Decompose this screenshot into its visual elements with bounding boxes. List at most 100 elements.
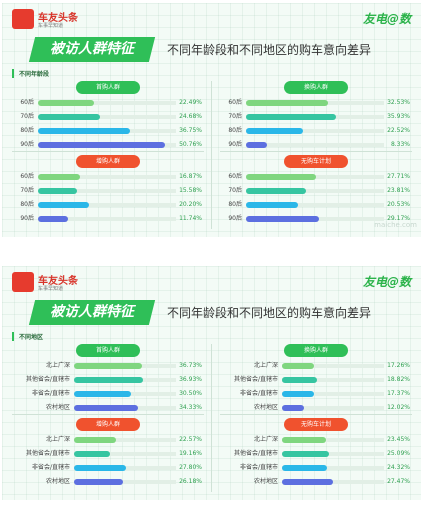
tick-label: 90后 — [228, 215, 242, 222]
chart-title: 无购车计划 — [284, 418, 348, 431]
subtitle: 不同年龄段和不同地区的购车意向差异 — [167, 43, 372, 57]
bar — [38, 202, 89, 208]
bar-row: 非省会/直辖市 24.32% — [220, 462, 412, 474]
chart-panel: 换购人群 60后 32.53% 70后 35.93% 80后 22.52% 90后 8.33% — [220, 81, 412, 153]
data-label: 22.52% — [387, 127, 410, 134]
bar-track — [282, 378, 384, 382]
bar — [74, 391, 131, 397]
tick-label: 60后 — [20, 99, 34, 106]
bar-row: 60后 27.71% — [220, 171, 412, 183]
bar-track — [38, 217, 176, 221]
tick-label: 非省会/直辖市 — [239, 390, 278, 397]
panel-divider-horizontal — [12, 414, 204, 415]
tick-label: 80后 — [228, 127, 242, 134]
bar-track — [38, 175, 176, 179]
data-label: 36.75% — [179, 127, 202, 134]
bar — [246, 100, 328, 106]
bar-row: 90后 11.74% — [12, 213, 204, 225]
slide-age: 车友头条 车事早知道 友电@数 被访人群特征 不同年龄段和不同地区的购车意向差异… — [2, 3, 421, 237]
tick-label: 70后 — [20, 113, 34, 120]
tick-label: 北上广深 — [253, 436, 278, 443]
bar-row: 北上广深 17.26% — [220, 360, 412, 372]
data-label: 20.20% — [179, 201, 202, 208]
bar — [38, 216, 68, 222]
chart-panel: 增购人群 60后 16.87% 70后 15.58% 80后 20.20% 90后 11.74% — [12, 155, 204, 227]
bar-row: 90后 50.76% — [12, 139, 204, 151]
tick-label: 非省会/直辖市 — [31, 464, 70, 471]
tick-label: 其他省会/直辖市 — [25, 376, 70, 383]
tick-label: 90后 — [228, 141, 242, 148]
bar — [38, 174, 81, 180]
data-label: 17.26% — [387, 362, 410, 369]
brand-sub: 车事早知道 — [38, 286, 64, 292]
bar — [38, 128, 131, 134]
brand-name: 车友头条 — [38, 276, 78, 287]
data-label: 24.32% — [387, 464, 410, 471]
bar-row: 70后 23.81% — [220, 185, 412, 197]
bar-row: 70后 35.93% — [220, 111, 412, 123]
data-label: 27.80% — [179, 464, 202, 471]
tick-label: 非省会/直辖市 — [31, 390, 70, 397]
chart-title: 换购人群 — [284, 344, 348, 357]
banner-title: 被访人群特征 — [50, 41, 134, 57]
bar-track — [282, 406, 384, 410]
tick-label: 80后 — [20, 127, 34, 134]
brand-logo — [12, 272, 34, 292]
data-label: 18.82% — [387, 376, 410, 383]
data-label: 23.81% — [387, 187, 410, 194]
bar-row: 非省会/直辖市 17.37% — [220, 388, 412, 400]
bar-track — [282, 364, 384, 368]
bar-row: 90后 29.17% — [220, 213, 412, 225]
data-label: 20.53% — [387, 201, 410, 208]
tick-label: 80后 — [20, 201, 34, 208]
bar — [74, 363, 143, 369]
bar-row: 60后 32.53% — [220, 97, 412, 109]
data-label: 23.45% — [387, 436, 410, 443]
bar-row: 农村地区 12.02% — [220, 402, 412, 414]
tick-label: 农村地区 — [253, 478, 278, 485]
bar-row: 80后 20.20% — [12, 199, 204, 211]
data-label: 17.37% — [387, 390, 410, 397]
bar — [246, 216, 320, 222]
tick-label: 其他省会/直辖市 — [233, 376, 278, 383]
bar — [74, 479, 123, 485]
data-label: 15.58% — [179, 187, 202, 194]
data-label: 24.68% — [179, 113, 202, 120]
bar-track — [282, 392, 384, 396]
bar-row: 其他省会/直辖市 25.09% — [220, 448, 412, 460]
chart-title: 增购人群 — [76, 418, 140, 431]
bar — [74, 405, 138, 411]
chart-panel: 无购车计划 60后 27.71% 70后 23.81% 80后 20.53% 90后 29.17… — [220, 155, 412, 227]
bar — [282, 479, 333, 485]
panel-divider-vertical — [211, 344, 212, 492]
bar — [246, 142, 267, 148]
bar-row: 农村地区 27.47% — [220, 476, 412, 488]
bar-track — [74, 438, 176, 442]
tick-label: 非省会/直辖市 — [239, 464, 278, 471]
chart-panel: 换购人群北上广深 17.26% 其他省会/直辖市 18.82% 非省会/直辖市 17.37… — [220, 344, 412, 416]
bar-track — [74, 480, 176, 484]
bar — [74, 377, 143, 383]
tick-label: 北上广深 — [45, 436, 70, 443]
bar-row: 70后 15.58% — [12, 185, 204, 197]
chart-panel: 增购人群 北上广深 22.57% 其他省会/直辖市 19.16% 非省会/直辖市 27.80… — [12, 418, 204, 490]
bar — [282, 465, 328, 471]
bar-track — [282, 438, 384, 442]
brand-name: 车友头条 — [38, 13, 78, 24]
brand-logo — [12, 9, 34, 29]
tick-label: 90后 — [20, 215, 34, 222]
data-label: 27.71% — [387, 173, 410, 180]
bar — [282, 405, 305, 411]
chart-panel: 无购车计划 北上广深 23.45% 其他省会/直辖市 25.09% 非省会/直辖市 24.3… — [220, 418, 412, 490]
bar — [246, 128, 303, 134]
section-tag: 不同地区 — [12, 332, 43, 341]
bar-track — [282, 480, 384, 484]
tick-label: 农村地区 — [45, 404, 70, 411]
bar-track — [246, 143, 384, 147]
bar-track — [38, 101, 176, 105]
tick-label: 60后 — [228, 173, 242, 180]
data-label: 19.16% — [179, 450, 202, 457]
chart-title: 无购车计划 — [284, 155, 348, 168]
bar-row: 60后 16.87% — [12, 171, 204, 183]
data-label: 11.74% — [179, 215, 202, 222]
